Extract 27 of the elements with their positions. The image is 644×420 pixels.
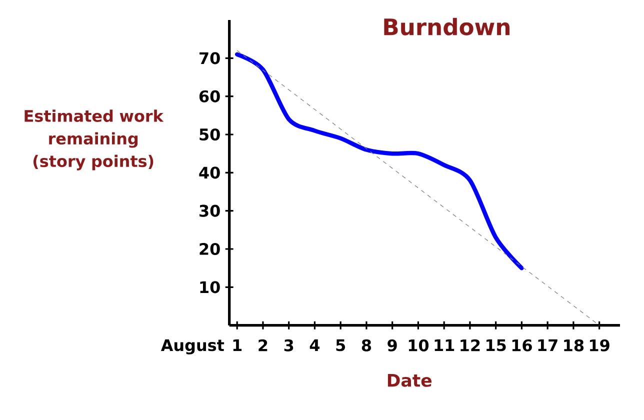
x-tick-label: 11 [434,339,454,351]
x-tick-label: 17 [538,339,558,351]
line-series [234,52,524,270]
x-tick-label: 8 [362,339,372,352]
x-tick-label: 2 [258,339,268,352]
x-tick-label: 9 [388,339,397,352]
y-axis-title: Estimated work remaining (story points) [24,110,164,170]
x-tick-label: 5 [336,339,346,352]
x-tick-label: 4 [310,339,320,351]
y-tick-label: 60 [199,90,220,102]
x-tick-label: 10 [408,339,429,352]
x-tick-label: 1 [233,339,242,351]
text: August [160,339,224,354]
x-tick-label: 18 [564,339,584,352]
x-axis-title: Date [388,374,432,387]
x-tick-label: 19 [590,339,610,352]
y-tick-label: 30 [200,204,220,217]
x-tick-label: 16 [512,339,532,352]
y-tick-label: 10 [200,281,220,294]
x-tick-label: 15 [486,339,506,352]
x-tick-label: 12 [460,339,480,352]
chart-title: Burndown [384,18,510,36]
y-tick-label: 20 [200,242,220,256]
x-tick-label: 3 [284,339,294,352]
y-tick-label: 70 [200,52,220,64]
y-tick-label: 50 [200,128,220,141]
y-tick-label: 40 [199,166,220,179]
